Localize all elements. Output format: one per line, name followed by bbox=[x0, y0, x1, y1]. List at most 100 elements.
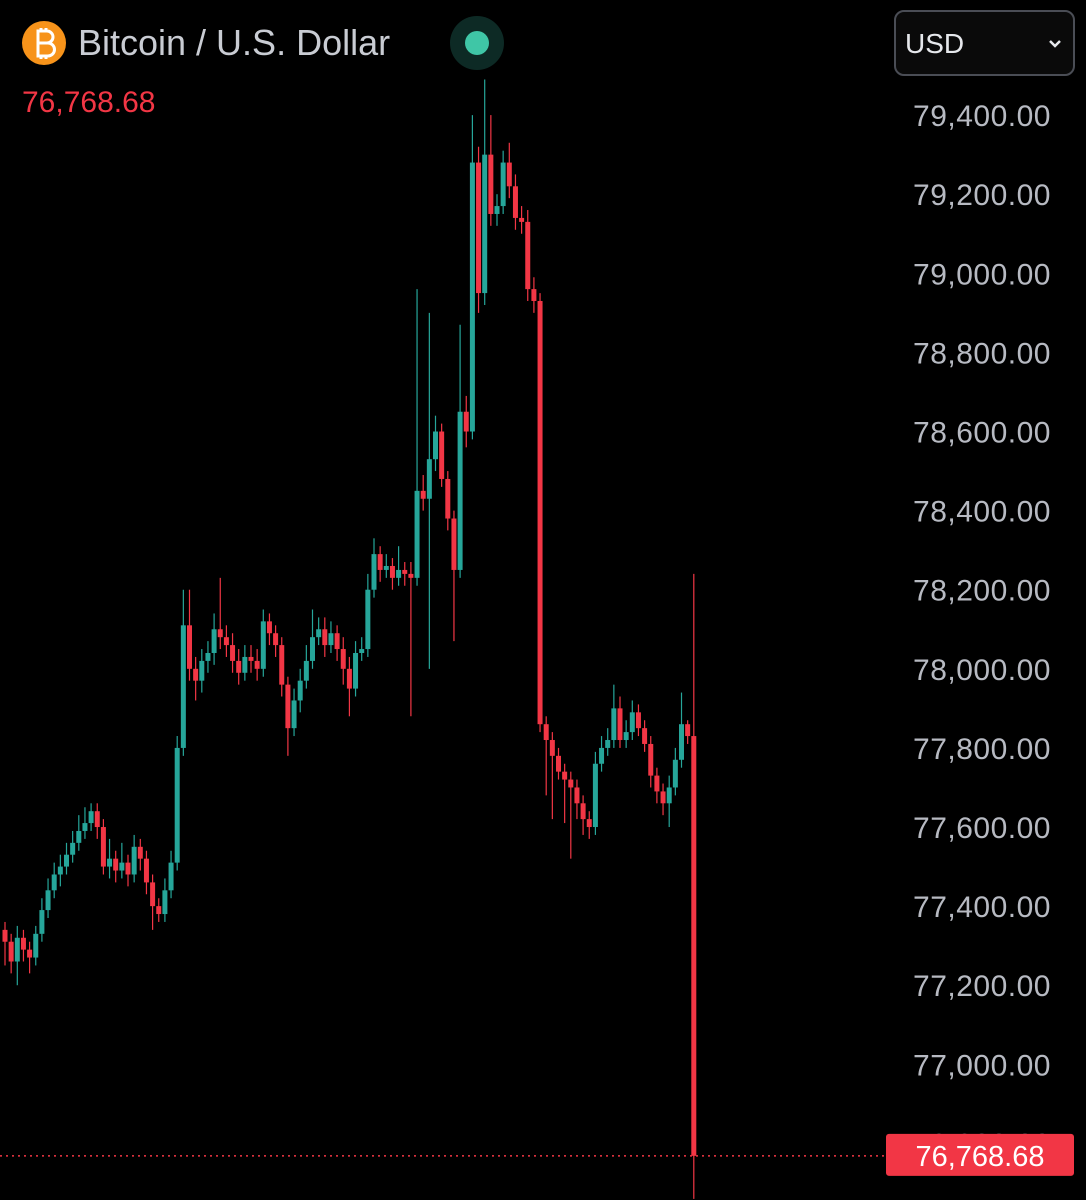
candle-body bbox=[389, 565, 395, 578]
candle-body bbox=[648, 743, 654, 776]
candle-body bbox=[556, 755, 561, 772]
candle-body bbox=[316, 629, 322, 638]
candle-body bbox=[20, 937, 26, 950]
candle-body bbox=[174, 747, 180, 863]
candle-body bbox=[672, 759, 678, 788]
candle-body bbox=[439, 431, 445, 479]
candle-body bbox=[137, 846, 143, 859]
candle-body bbox=[525, 221, 531, 290]
candle-body bbox=[611, 708, 617, 741]
currency-dropdown[interactable]: USD bbox=[894, 10, 1075, 76]
y-tick-label: 77,400.00 bbox=[913, 891, 1051, 924]
y-tick-label: 77,600.00 bbox=[913, 812, 1051, 845]
candle-body bbox=[230, 645, 236, 661]
bitcoin-glyph bbox=[36, 28, 56, 59]
candle-body bbox=[635, 712, 641, 729]
candle-body bbox=[679, 724, 684, 760]
candle-body bbox=[580, 803, 586, 820]
candle-body bbox=[266, 621, 272, 634]
candle-body bbox=[14, 937, 20, 962]
dropdown-box[interactable] bbox=[894, 10, 1075, 76]
candle-body bbox=[291, 700, 297, 729]
candle-body bbox=[500, 162, 506, 207]
candle-body bbox=[162, 890, 168, 915]
candle-body bbox=[666, 787, 672, 804]
candle-body bbox=[512, 186, 518, 218]
candle-body bbox=[223, 637, 229, 646]
candle-body bbox=[279, 645, 285, 685]
candle-body bbox=[57, 866, 63, 875]
candle-body bbox=[642, 728, 648, 744]
candle-body bbox=[586, 819, 592, 828]
last-price-header: 76,768.68 bbox=[22, 86, 155, 119]
candle-body bbox=[396, 569, 402, 578]
candle-body bbox=[414, 490, 420, 578]
candle-body bbox=[334, 633, 340, 650]
candle-body bbox=[562, 771, 568, 780]
candle-body bbox=[457, 411, 463, 570]
candle-body bbox=[365, 589, 371, 650]
candle-body bbox=[488, 154, 494, 214]
plot-area bbox=[2, 79, 697, 1199]
candle-body bbox=[76, 830, 82, 843]
candle-body bbox=[2, 929, 8, 942]
candle-body bbox=[199, 660, 205, 681]
candle-body bbox=[217, 629, 223, 638]
candle-body bbox=[8, 941, 14, 962]
candle-body bbox=[297, 680, 303, 701]
last-price-tag bbox=[886, 1133, 1074, 1176]
candle-body bbox=[193, 668, 199, 681]
candle-body bbox=[445, 478, 451, 519]
candle-body bbox=[205, 652, 211, 661]
candle-body bbox=[33, 933, 39, 958]
candle-body bbox=[506, 162, 512, 187]
candle-body bbox=[494, 206, 500, 214]
candle-body bbox=[150, 882, 156, 907]
candle-body bbox=[340, 649, 346, 669]
y-tick-label: 79,400.00 bbox=[913, 100, 1051, 133]
y-tick-label: 78,200.00 bbox=[913, 575, 1051, 608]
candle-body bbox=[107, 858, 113, 867]
y-tick-label: 79,200.00 bbox=[913, 179, 1051, 212]
candle-body bbox=[248, 656, 254, 661]
candle-body bbox=[426, 459, 432, 499]
candle-body bbox=[125, 862, 131, 875]
candle-body bbox=[156, 906, 162, 915]
candle-body bbox=[463, 411, 469, 432]
candle-body bbox=[629, 712, 635, 733]
candle-body bbox=[469, 162, 475, 432]
candle-body bbox=[346, 668, 352, 689]
candle-body bbox=[131, 846, 137, 875]
candle-body bbox=[64, 854, 69, 867]
dropdown-chevron[interactable] bbox=[1049, 40, 1061, 48]
y-tick-label: 79,000.00 bbox=[913, 258, 1051, 291]
candle-body bbox=[519, 217, 525, 222]
y-tick-label: 77,200.00 bbox=[913, 970, 1051, 1003]
candle-body bbox=[433, 431, 438, 460]
candle-body bbox=[310, 637, 315, 661]
candle-body bbox=[88, 811, 94, 824]
candle-body bbox=[623, 732, 629, 741]
candle-body bbox=[543, 724, 549, 741]
candle-body bbox=[482, 154, 488, 294]
candle-body bbox=[260, 621, 266, 669]
candle-body bbox=[592, 763, 598, 828]
price-axis: 76,800.0077,000.0077,200.0077,400.0077,6… bbox=[913, 100, 1051, 1161]
candle-body bbox=[113, 858, 119, 871]
candle-body bbox=[420, 490, 426, 499]
candle-body bbox=[187, 625, 192, 669]
status-dot bbox=[465, 31, 489, 55]
candle-body bbox=[180, 625, 186, 748]
currency-label[interactable]: USD bbox=[905, 28, 964, 59]
candle-body bbox=[211, 629, 217, 653]
candle-body bbox=[143, 858, 149, 883]
candle-body bbox=[242, 656, 248, 673]
candle-body bbox=[39, 910, 45, 934]
candle-body bbox=[476, 162, 482, 294]
candle-body bbox=[82, 823, 88, 831]
y-tick-label: 78,400.00 bbox=[913, 496, 1051, 529]
chart-title: Bitcoin / U.S. Dollar bbox=[78, 22, 390, 63]
